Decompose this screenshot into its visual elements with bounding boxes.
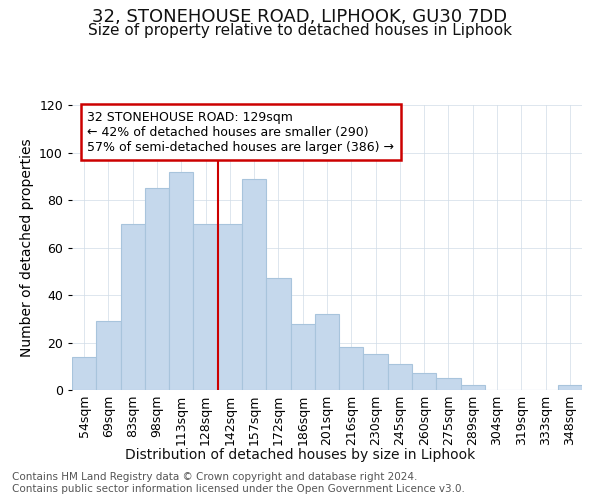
Bar: [266, 278, 290, 390]
Text: Distribution of detached houses by size in Liphook: Distribution of detached houses by size …: [125, 448, 475, 462]
Bar: [193, 224, 218, 390]
Bar: [461, 385, 485, 390]
Bar: [364, 354, 388, 390]
Bar: [290, 324, 315, 390]
Bar: [96, 321, 121, 390]
Bar: [388, 364, 412, 390]
Text: 32, STONEHOUSE ROAD, LIPHOOK, GU30 7DD: 32, STONEHOUSE ROAD, LIPHOOK, GU30 7DD: [92, 8, 508, 26]
Bar: [145, 188, 169, 390]
Bar: [169, 172, 193, 390]
Bar: [412, 374, 436, 390]
Text: Size of property relative to detached houses in Liphook: Size of property relative to detached ho…: [88, 22, 512, 38]
Bar: [558, 385, 582, 390]
Bar: [339, 347, 364, 390]
Bar: [72, 357, 96, 390]
Text: 32 STONEHOUSE ROAD: 129sqm
← 42% of detached houses are smaller (290)
57% of sem: 32 STONEHOUSE ROAD: 129sqm ← 42% of deta…: [88, 110, 394, 154]
Bar: [218, 224, 242, 390]
Y-axis label: Number of detached properties: Number of detached properties: [20, 138, 34, 357]
Bar: [436, 378, 461, 390]
Bar: [242, 178, 266, 390]
Bar: [121, 224, 145, 390]
Text: Contains HM Land Registry data © Crown copyright and database right 2024.
Contai: Contains HM Land Registry data © Crown c…: [12, 472, 465, 494]
Bar: [315, 314, 339, 390]
